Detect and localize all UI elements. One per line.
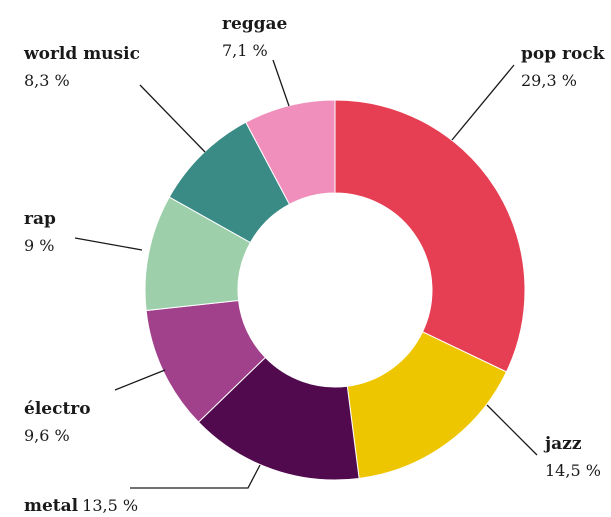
leader-metal (130, 464, 261, 489)
leader-jazz (486, 404, 538, 456)
leader-pop-rock (451, 64, 515, 141)
slice-value: 9,6 % (24, 425, 70, 445)
slice-label: rap (24, 209, 56, 229)
slice-label: électro (24, 399, 91, 419)
label-pop-rock: pop rock 29,3 % (521, 45, 604, 89)
label-rap: rap 9 % (24, 210, 56, 254)
leader-reggae (272, 59, 290, 107)
slice-label: reggae (222, 14, 288, 34)
label-metal: metal 13,5 % (24, 497, 138, 516)
label-reggae: reggae 7,1 % (222, 15, 287, 59)
slice-value: 29,3 % (521, 70, 577, 90)
slice-pop-rock (334, 99, 526, 373)
slice-metal (197, 356, 360, 481)
slice-value: 8,3 % (24, 70, 70, 90)
label-electro: électro 9,6 % (24, 400, 91, 444)
leader-electro (114, 369, 166, 391)
label-world-music: world music 8,3 % (24, 45, 140, 89)
label-jazz: jazz 14,5 % (545, 435, 601, 479)
leader-world-music (139, 84, 206, 153)
slice-value: 14,5 % (545, 460, 601, 480)
slice-jazz (346, 331, 508, 480)
slice-value: 7,1 % (222, 40, 268, 60)
slice-label: pop rock (521, 44, 605, 64)
slice-label: world music (24, 44, 140, 64)
slice-value: 13,5 % (82, 496, 139, 515)
slice-reggae (245, 99, 336, 206)
leader-rap (74, 237, 143, 251)
slice-label: jazz (545, 434, 582, 454)
slice-value: 9 % (24, 235, 55, 255)
slice-label: metal (24, 496, 79, 516)
